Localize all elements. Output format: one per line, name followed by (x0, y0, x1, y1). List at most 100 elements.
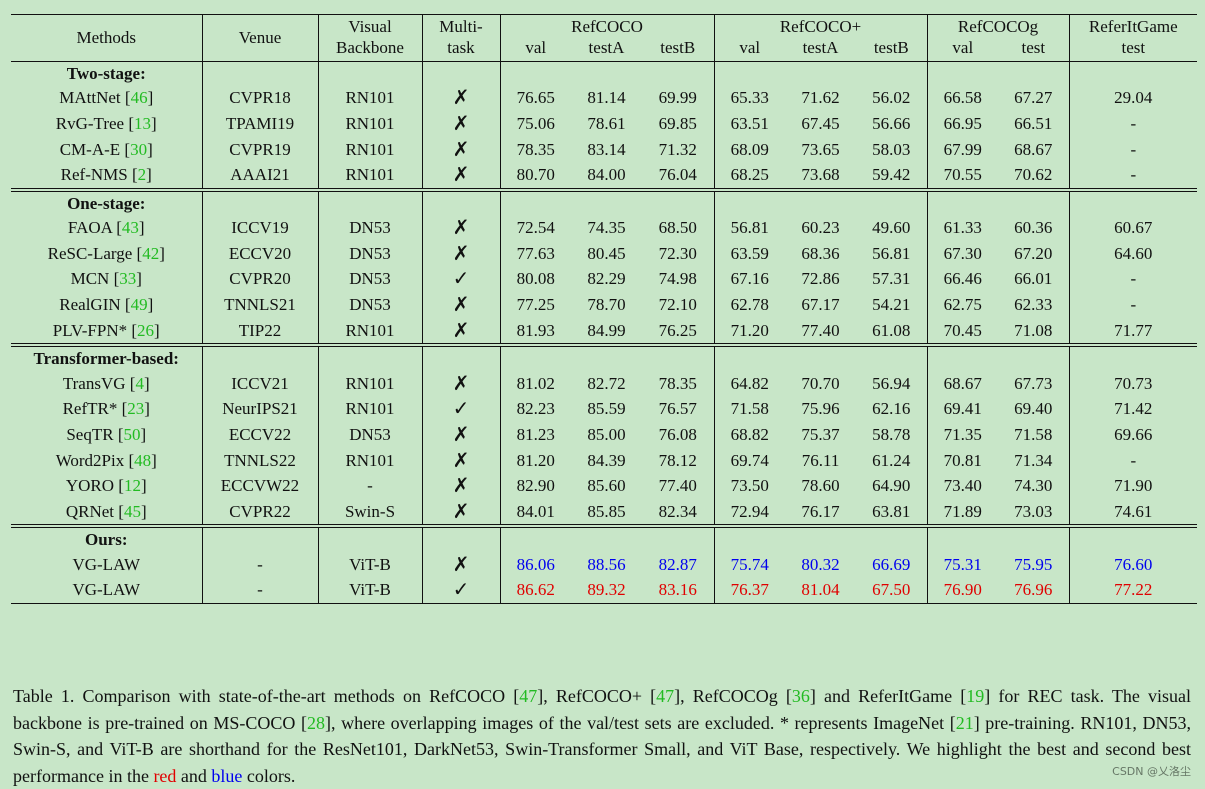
multitask-cell: ✗ (421, 317, 500, 346)
method-name: SeqTR (66, 424, 114, 444)
empty-cell (926, 343, 999, 371)
score-cell: 71.90 (1068, 472, 1198, 499)
score-cell: 57.31 (872, 269, 911, 289)
caption-citation[interactable]: 21 (955, 712, 974, 733)
empty-cell (785, 524, 857, 552)
caption-text: ] and ReferItGame [ (809, 686, 967, 706)
method-citation[interactable]: 12 (123, 476, 141, 496)
score-cell: 58.03 (872, 139, 911, 159)
score-cell: 66.51 (1014, 114, 1053, 134)
score-cell: 81.93 (499, 317, 571, 346)
backbone-cell: RN101 (317, 162, 422, 190)
empty-cell (713, 61, 786, 85)
subheader-refcoco-val: val (499, 37, 571, 62)
venue-cell: ICCV21 (201, 370, 318, 396)
empty-cell (317, 187, 422, 215)
empty-cell (317, 524, 422, 552)
score-cell: 75.31 (926, 551, 999, 577)
backbone-cell: ViT-B (317, 577, 422, 604)
score-cell: 67.50 (856, 577, 928, 604)
score-cell: 84.39 (587, 450, 626, 470)
caption-text: ] for REC task. The visual backbone is p… (13, 686, 1192, 733)
method-citation[interactable]: 48 (134, 450, 152, 470)
method-name: MAttNet (59, 88, 121, 108)
method-citation[interactable]: 45 (123, 501, 141, 521)
score-cell: 61.33 (926, 214, 999, 241)
method-cell: SeqTR [50] (11, 422, 202, 448)
score-cell: 73.03 (1014, 501, 1053, 521)
method-citation[interactable]: 26 (137, 320, 155, 340)
method-cell: QRNet [45] (11, 499, 202, 527)
score-cell: 67.45 (801, 114, 840, 134)
empty-cell (856, 187, 928, 215)
method-citation[interactable]: 23 (127, 399, 145, 419)
bracket-open: [ (125, 373, 136, 393)
bracket-close: ] (151, 114, 157, 134)
score-cell: 78.61 (587, 114, 626, 134)
caption-text: ], RefCOCO+ [ (537, 686, 657, 706)
method-citation[interactable]: 49 (130, 295, 148, 315)
score-cell: 62.33 (1014, 295, 1053, 315)
empty-cell (642, 343, 715, 371)
score-cell: 81.14 (587, 88, 626, 108)
score-cell: 81.20 (499, 447, 571, 473)
venue-cell: TPAMI19 (201, 110, 318, 137)
score-cell: 56.81 (872, 243, 911, 263)
venue-cell: ECCV22 (201, 421, 318, 448)
subheader-refcoco-testb: testB (660, 38, 696, 57)
empty-cell (713, 343, 786, 371)
empty-cell (926, 61, 999, 85)
backbone-cell: RN101 (317, 136, 422, 163)
score-cell: 60.67 (1068, 214, 1198, 241)
score-cell: 76.96 (998, 577, 1070, 604)
caption-citation[interactable]: 19 (966, 686, 985, 706)
score-cell: - (1068, 162, 1198, 190)
bracket-open: [ (113, 424, 124, 444)
method-citation[interactable]: 43 (121, 218, 139, 238)
caption-citation[interactable]: 47 (519, 686, 538, 706)
caption-citation[interactable]: 28 (307, 712, 325, 733)
score-cell: 71.20 (713, 317, 786, 346)
method-name: QRNet (65, 501, 115, 521)
venue-cell: ICCV19 (201, 214, 318, 241)
bracket-open: [ (132, 243, 143, 263)
caption-text: ] pre-training. RN101, DN53, Swin-S, and… (13, 712, 1191, 786)
caption-red-word: red (153, 765, 177, 786)
score-cell: - (1068, 291, 1198, 318)
method-cell: MAttNet [46] (11, 85, 202, 111)
empty-cell (421, 343, 500, 371)
score-cell: 86.62 (499, 577, 571, 604)
score-cell: 76.60 (1068, 551, 1198, 577)
score-cell: 69.41 (926, 395, 999, 422)
score-cell: 60.23 (801, 218, 840, 238)
method-citation[interactable]: 33 (119, 269, 137, 289)
method-citation[interactable]: 50 (123, 424, 141, 444)
method-citation[interactable]: 46 (130, 88, 148, 108)
group-row: One-stage: (11, 187, 1198, 215)
empty-cell (499, 524, 571, 552)
method-citation[interactable]: 13 (134, 114, 152, 134)
backbone-cell: DN53 (317, 240, 422, 267)
score-cell: 70.55 (926, 162, 999, 190)
bracket-close: ] (147, 295, 154, 315)
method-name: ReSC-Large (47, 243, 133, 263)
empty-cell (1068, 524, 1198, 552)
score-cell: 78.70 (587, 295, 626, 315)
empty-cell (998, 524, 1070, 552)
method-citation[interactable]: 30 (130, 139, 148, 159)
backbone-cell: RN101 (317, 85, 422, 111)
caption-citation[interactable]: 36 (791, 686, 810, 706)
caption-citation[interactable]: 47 (656, 686, 675, 706)
group-label: Transformer-based: (11, 343, 202, 371)
caption-blue-word: blue (211, 765, 243, 786)
multitask-cell: ✗ (421, 240, 500, 267)
score-cell: 80.45 (587, 243, 626, 263)
method-citation[interactable]: 42 (142, 243, 160, 263)
score-cell: 70.81 (926, 447, 999, 473)
score-cell: 74.61 (1068, 498, 1198, 527)
score-cell: 70.70 (801, 373, 840, 393)
method-citation[interactable]: 2 (137, 165, 147, 185)
method-name: RealGIN (59, 295, 121, 315)
method-citation[interactable]: 4 (135, 373, 144, 393)
score-cell: 84.99 (587, 320, 626, 340)
